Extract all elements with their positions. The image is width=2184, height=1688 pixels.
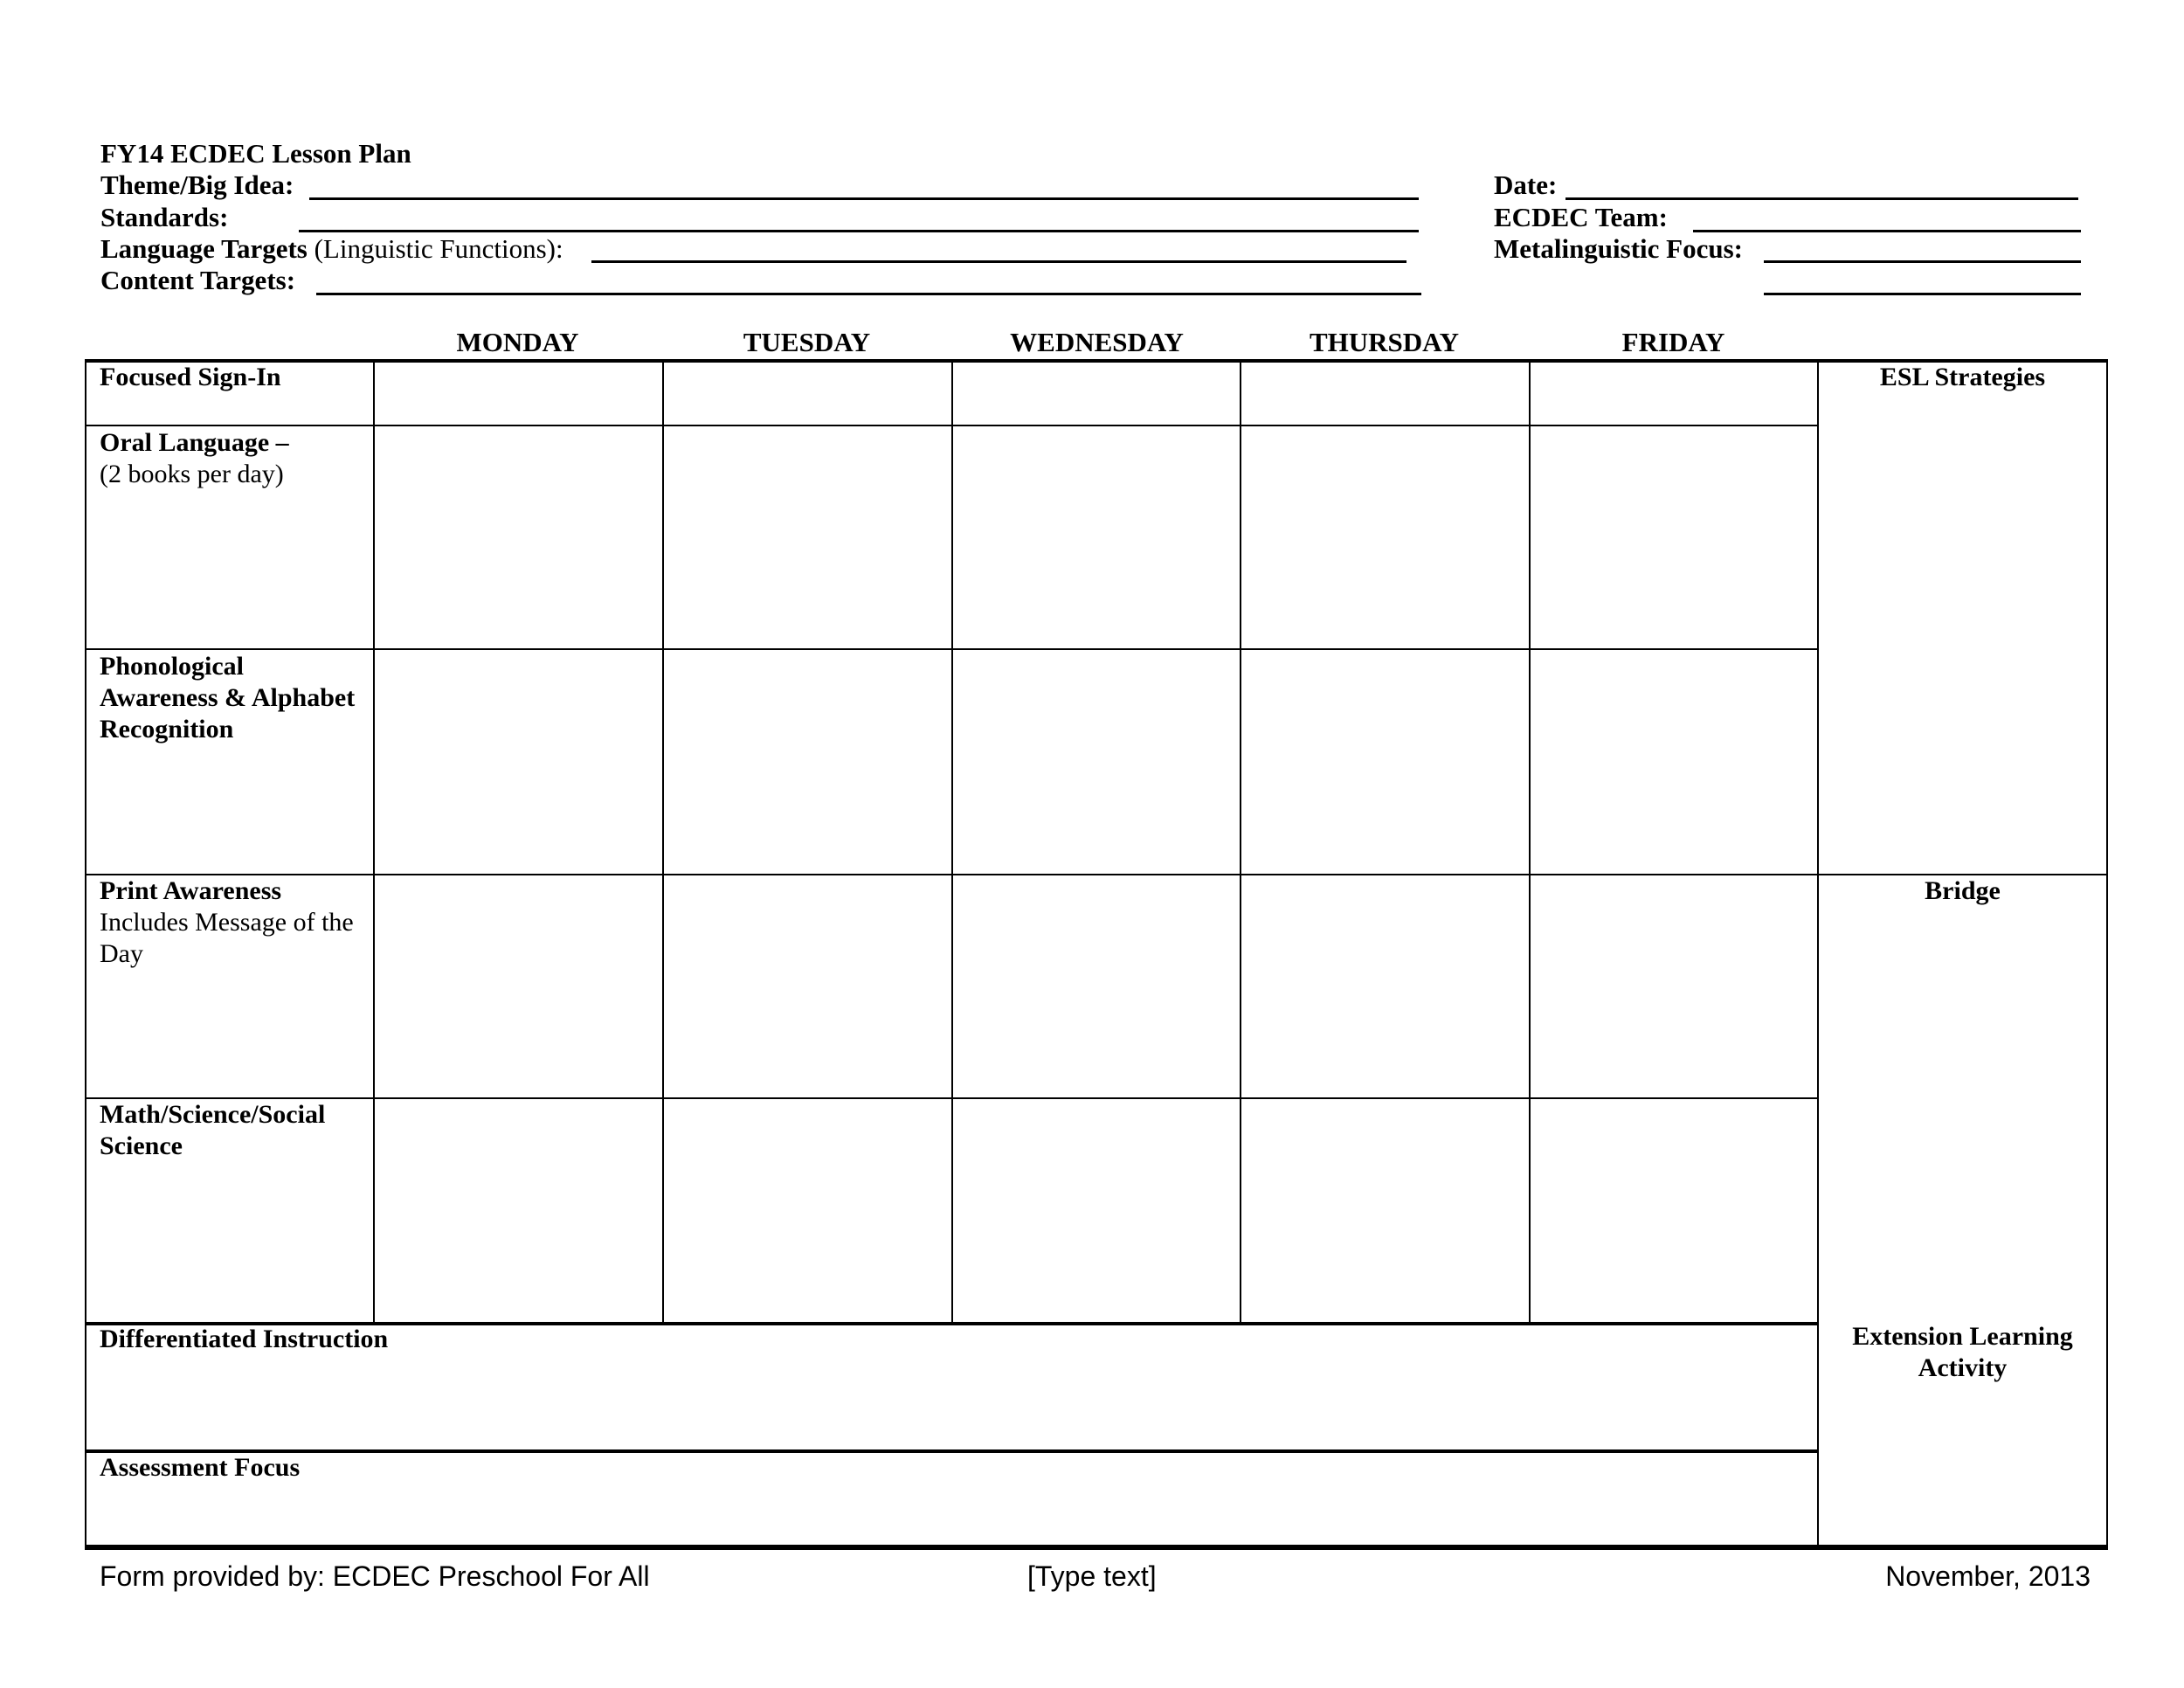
metalinguistic-field-extra[interactable]	[1764, 293, 2081, 295]
theme-field[interactable]	[309, 197, 1419, 200]
metalinguistic-label: Metalinguistic Focus:	[1494, 233, 1743, 264]
divider	[373, 361, 375, 1323]
esl-strategies-text: ESL Strategies	[1879, 363, 2046, 391]
day-friday: FRIDAY	[1621, 327, 1725, 357]
language-targets-label-suffix: (Linguistic Functions):	[307, 233, 563, 264]
language-targets-label: Language Targets (Linguistic Functions):	[100, 233, 563, 265]
row-title: Math/Science/Social Science	[100, 1100, 326, 1160]
row-focused-sign-in: Focused Sign-In	[100, 362, 362, 393]
row-title: Print Awareness	[100, 876, 282, 905]
table-top-rule	[85, 359, 2108, 363]
footer-date: November, 2013	[1885, 1560, 2091, 1592]
row-title: Focused Sign-In	[100, 363, 281, 391]
standards-label: Standards:	[100, 202, 229, 232]
date-field[interactable]	[1565, 197, 2078, 200]
row-subtitle: (2 books per day)	[100, 460, 284, 488]
bridge-heading: Bridge	[1818, 875, 2107, 907]
divider	[662, 361, 664, 1323]
row-oral-language: Oral Language – (2 books per day)	[100, 427, 362, 490]
row-title: Assessment Focus	[100, 1453, 301, 1482]
day-thursday: THURSDAY	[1309, 327, 1460, 357]
divider	[1817, 361, 1819, 1546]
theme-label: Theme/Big Idea:	[100, 169, 294, 200]
divider	[85, 425, 1817, 426]
lesson-plan-table	[85, 359, 2108, 1550]
table-bottom-rule	[85, 1545, 2108, 1548]
extension-learning-text: Extension Learning Activity	[1852, 1322, 2073, 1382]
metalinguistic-field[interactable]	[1764, 260, 2081, 263]
row-math-science: Math/Science/Social Science	[100, 1099, 366, 1162]
row-title: Differentiated Instruction	[100, 1325, 389, 1353]
bridge-text: Bridge	[1925, 876, 2001, 905]
row-phonological-awareness: Phonological Awareness & Alphabet Recogn…	[100, 651, 366, 745]
language-targets-field[interactable]	[591, 260, 1406, 263]
divider	[951, 361, 953, 1323]
divider	[85, 1097, 1817, 1099]
language-targets-label-text: Language Targets	[100, 233, 308, 264]
standards-field[interactable]	[299, 230, 1419, 232]
row-differentiated-instruction: Differentiated Instruction	[100, 1324, 388, 1355]
content-targets-field[interactable]	[316, 293, 1421, 295]
day-wednesday: WEDNESDAY	[1010, 327, 1184, 357]
row-assessment-focus: Assessment Focus	[100, 1452, 300, 1484]
esl-strategies-heading: ESL Strategies	[1818, 362, 2107, 393]
row-subtitle: Includes Message of the Day	[100, 908, 354, 968]
day-tuesday: TUESDAY	[743, 327, 871, 357]
extension-learning-heading: Extension Learning Activity	[1818, 1321, 2107, 1384]
day-monday: MONDAY	[456, 327, 579, 357]
ecdec-team-label: ECDEC Team:	[1494, 202, 1668, 232]
footer-provider: Form provided by: ECDEC Preschool For Al…	[100, 1560, 650, 1592]
divider	[85, 1322, 1817, 1325]
row-print-awareness: Print Awareness Includes Message of the D…	[100, 875, 366, 970]
row-title: Phonological Awareness & Alphabet Recogn…	[100, 652, 356, 744]
divider	[85, 648, 1817, 650]
ecdec-team-field[interactable]	[1693, 230, 2081, 232]
date-label: Date:	[1494, 169, 1558, 200]
divider	[85, 1449, 1817, 1453]
divider	[85, 874, 2106, 875]
footer-placeholder: [Type text]	[1027, 1560, 1157, 1592]
divider	[1529, 361, 1531, 1323]
row-title: Oral Language –	[100, 428, 289, 457]
divider	[1240, 361, 1241, 1323]
content-targets-label: Content Targets:	[100, 265, 296, 295]
form-title: FY14 ECDEC Lesson Plan	[100, 138, 411, 169]
